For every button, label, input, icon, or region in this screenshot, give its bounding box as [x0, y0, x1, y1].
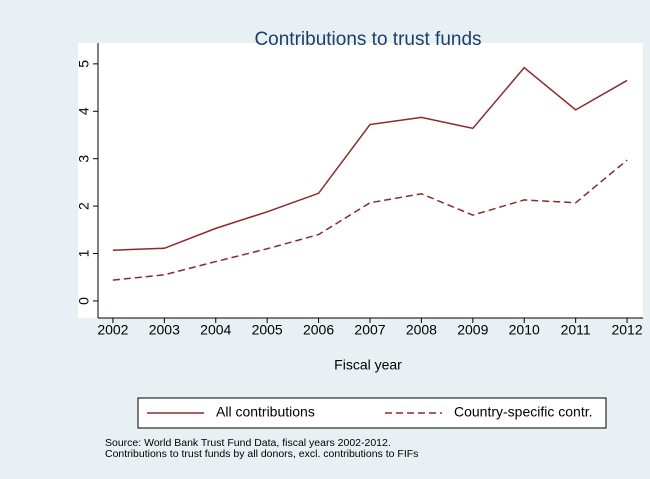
- y-tick-label: 5: [76, 60, 92, 68]
- x-tick-label: 2012: [611, 322, 642, 338]
- x-tick-label: 2002: [97, 322, 128, 338]
- legend-label: All contributions: [216, 404, 315, 420]
- x-tick-label: 2007: [354, 322, 385, 338]
- x-tick-label: 2005: [252, 322, 283, 338]
- legend-label: Country-specific contr.: [454, 404, 593, 420]
- x-tick-label: 2009: [457, 322, 488, 338]
- note: Contributions to trust funds by all dono…: [105, 448, 418, 460]
- y-tick-label: 1: [76, 249, 92, 257]
- legend-box: [137, 397, 607, 429]
- y-tick-label: 3: [76, 155, 92, 163]
- x-tick-label: 2010: [509, 322, 540, 338]
- chart-title: Contributions to trust funds: [254, 29, 481, 50]
- line-series: [112, 66, 628, 251]
- plot-background: [78, 43, 643, 318]
- x-tick-label: 2003: [149, 322, 180, 338]
- y-tick-label: 2: [76, 202, 92, 210]
- x-tick-label: 2008: [406, 322, 437, 338]
- y-tick-label: 0: [76, 297, 92, 305]
- x-tick-label: 2011: [561, 322, 591, 338]
- x-tick-label: 2006: [303, 322, 334, 338]
- note: Source: World Bank Trust Fund Data, fisc…: [105, 437, 391, 449]
- x-axis-title: Fiscal year: [334, 357, 402, 373]
- y-tick-label: 4: [76, 107, 92, 115]
- x-tick-label: 2004: [200, 322, 231, 338]
